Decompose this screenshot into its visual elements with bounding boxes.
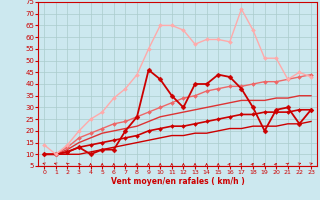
X-axis label: Vent moyen/en rafales ( km/h ): Vent moyen/en rafales ( km/h ) — [111, 177, 244, 186]
